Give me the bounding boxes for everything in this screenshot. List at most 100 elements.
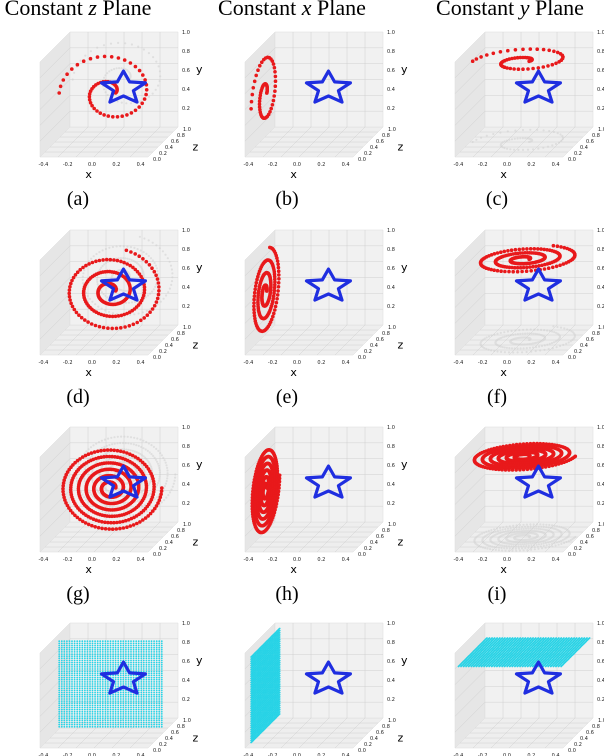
sample-point (94, 702, 96, 705)
sample-point (71, 644, 73, 647)
sample-point (112, 702, 114, 705)
y-tick-label: 0.2 (182, 697, 190, 703)
sample-point (99, 640, 102, 643)
x-tick-label: 0.0 (88, 162, 96, 168)
sample-point (109, 520, 113, 525)
sample-point (63, 644, 66, 647)
sample-point (127, 710, 130, 713)
sample-point (142, 691, 145, 694)
sample-point (125, 640, 127, 643)
sample-point (109, 648, 112, 651)
sample-point (96, 710, 99, 713)
sample-point (81, 661, 84, 664)
sample-point (148, 700, 150, 702)
sample-point (58, 702, 61, 705)
sample-point (155, 670, 158, 673)
x-tick-label: 0.4 (552, 360, 560, 366)
sample-point (58, 687, 61, 690)
z-tick-label: 1.0 (183, 522, 191, 528)
y-tick-label: 0.4 (387, 678, 395, 684)
sample-point (104, 678, 107, 681)
sample-point (125, 691, 127, 694)
sample-point (143, 516, 148, 520)
sample-point (89, 691, 91, 694)
sample-point (89, 516, 93, 520)
sample-point (63, 655, 66, 658)
sample-point (145, 708, 148, 711)
sample-point (119, 659, 122, 662)
sample-point (509, 248, 514, 252)
sample-point (119, 702, 122, 705)
sample-point (81, 693, 84, 696)
sample-point (89, 681, 91, 683)
sample-point (158, 666, 161, 668)
sample-point (127, 702, 130, 705)
y-tick-label: 0.6 (387, 463, 395, 469)
sample-point (141, 73, 145, 77)
sample-point (104, 642, 107, 645)
sample-point (158, 678, 161, 681)
sample-point (155, 681, 158, 683)
sample-point (114, 710, 117, 713)
sample-point (140, 644, 143, 647)
sample-point (140, 670, 143, 673)
sample-point (160, 678, 163, 681)
sample-point (155, 695, 158, 698)
sample-point (94, 668, 96, 670)
y-tick-label: 0.4 (182, 87, 190, 93)
sample-point (117, 693, 120, 696)
sample-point (160, 674, 163, 677)
sample-point (132, 674, 135, 677)
sample-point (150, 266, 154, 270)
sample-point (157, 285, 161, 289)
sample-point (123, 325, 127, 329)
sample-point (60, 676, 63, 679)
sample-point (107, 657, 109, 660)
sample-point (84, 666, 86, 668)
sample-point (76, 687, 79, 690)
sample-point (99, 666, 102, 668)
sample-point (543, 465, 548, 469)
sample-point (547, 442, 552, 447)
sample-point (150, 687, 153, 690)
sample-point (94, 640, 96, 643)
sample-point (122, 719, 125, 722)
sample-point (142, 678, 145, 681)
sample-point (158, 713, 161, 715)
sample-point (272, 291, 276, 296)
sample-point (160, 717, 163, 720)
sample-point (117, 715, 120, 717)
sample-point (78, 666, 81, 668)
sample-point (84, 706, 86, 709)
sample-point (114, 725, 117, 728)
sample-point (135, 706, 138, 709)
sample-point (99, 312, 104, 317)
sample-point (130, 681, 132, 683)
sample-point (142, 655, 145, 658)
sample-point (65, 503, 70, 508)
x-tick-label: 0.4 (552, 557, 560, 563)
sample-point (60, 719, 63, 722)
sample-point (73, 668, 76, 670)
sample-point (252, 313, 257, 318)
sample-point (91, 691, 94, 694)
sample-point (127, 655, 130, 658)
sample-point (150, 651, 153, 653)
sample-point (94, 644, 96, 647)
sample-point (76, 642, 79, 645)
sample-point (107, 666, 109, 668)
x-tick-label: 0.2 (317, 162, 325, 168)
sample-point (109, 653, 112, 655)
sample-point (96, 674, 99, 677)
z-tick-label: 0.6 (376, 337, 384, 343)
sample-point (145, 648, 148, 651)
sample-point (81, 719, 84, 722)
sample-point (127, 698, 130, 700)
sample-point (130, 655, 132, 658)
sample-point (63, 704, 66, 707)
sample-point (253, 472, 258, 476)
sample-point (515, 265, 520, 270)
sample-point (156, 501, 160, 505)
sample-point (112, 725, 114, 728)
sample-point (76, 710, 79, 713)
